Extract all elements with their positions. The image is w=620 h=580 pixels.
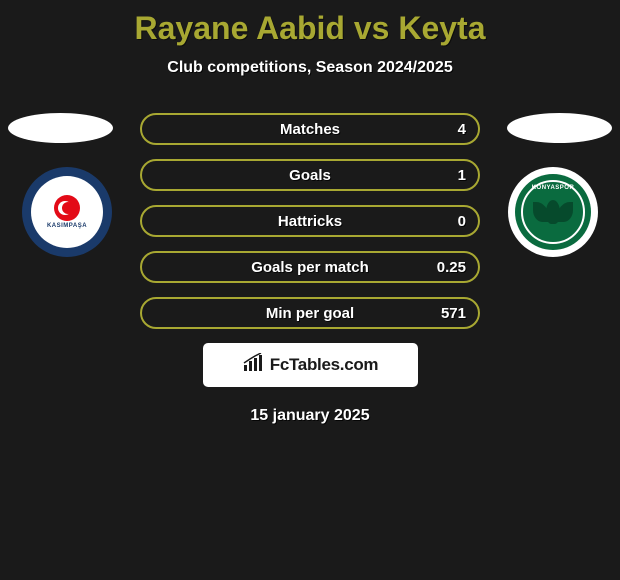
player-right-avatar <box>507 113 612 143</box>
subtitle: Club competitions, Season 2024/2025 <box>0 47 620 77</box>
stats-list: Matches 4 Goals 1 Hattricks 0 Goals per … <box>140 107 480 329</box>
stat-value: 1 <box>458 167 466 184</box>
club-badge-right: KONYASPOR <box>508 167 598 257</box>
eagle-icon <box>533 198 573 226</box>
stat-row-goals-per-match: Goals per match 0.25 <box>140 251 480 283</box>
stat-value: 0 <box>458 213 466 230</box>
stat-label: Min per goal <box>266 305 354 322</box>
club-badge-left: KASIMPAŞA <box>22 167 112 257</box>
konyaspor-logo: KONYASPOR <box>515 174 591 250</box>
stat-label: Matches <box>280 121 340 138</box>
brand-text: FcTables.com <box>270 355 379 375</box>
stat-row-goals: Goals 1 <box>140 159 480 191</box>
date-text: 15 january 2025 <box>0 387 620 425</box>
stat-value: 0.25 <box>437 259 466 276</box>
stat-label: Goals <box>289 167 331 184</box>
page-title: Rayane Aabid vs Keyta <box>0 0 620 47</box>
player-left-avatar <box>8 113 113 143</box>
stat-label: Goals per match <box>251 259 369 276</box>
stat-row-matches: Matches 4 <box>140 113 480 145</box>
comparison-area: KASIMPAŞA KONYASPOR Matches 4 <box>0 107 620 425</box>
stat-label: Hattricks <box>278 213 342 230</box>
kasimpasa-logo: KASIMPAŞA <box>31 176 103 248</box>
kasimpasa-text: KASIMPAŞA <box>47 223 87 229</box>
stat-value: 4 <box>458 121 466 138</box>
konyaspor-text: KONYASPOR <box>532 185 575 191</box>
konyaspor-ring: KONYASPOR <box>521 180 585 244</box>
main-container: Rayane Aabid vs Keyta Club competitions,… <box>0 0 620 580</box>
turkish-flag-icon <box>54 195 80 221</box>
stat-row-min-per-goal: Min per goal 571 <box>140 297 480 329</box>
brand-box[interactable]: FcTables.com <box>203 343 418 387</box>
stat-value: 571 <box>441 305 466 322</box>
chart-icon <box>242 353 264 378</box>
stat-row-hattricks: Hattricks 0 <box>140 205 480 237</box>
